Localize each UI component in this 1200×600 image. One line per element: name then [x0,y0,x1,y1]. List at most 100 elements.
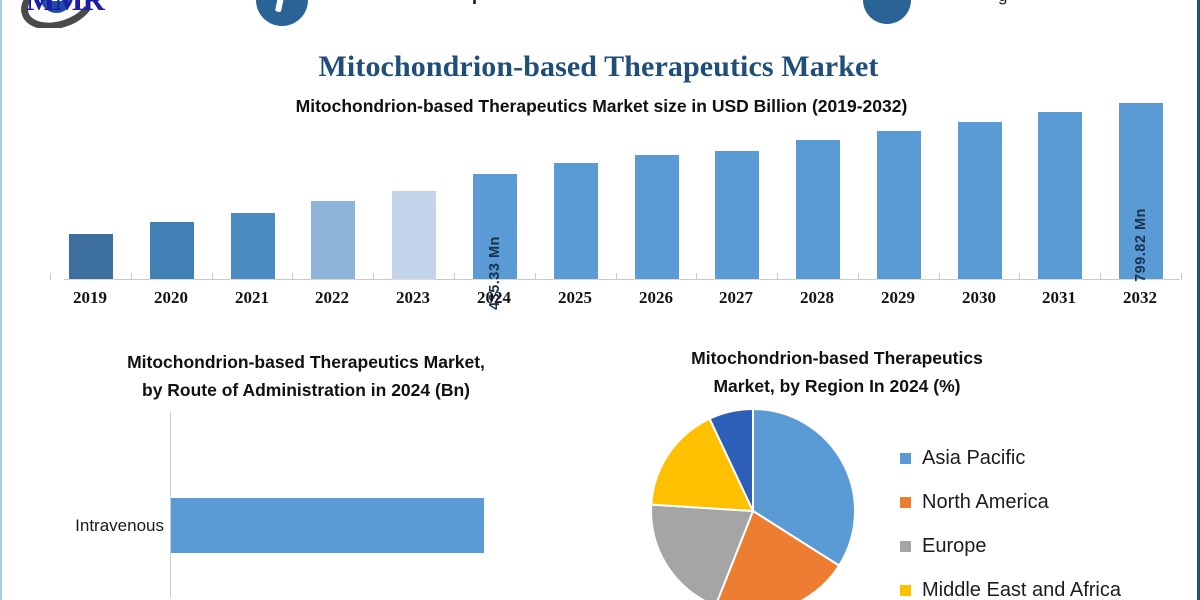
bar-column [696,119,777,279]
page-title: Mitochondrion-based Therapeutics Market [318,50,879,83]
legend-item[interactable]: Europe [900,524,1190,568]
bar-2020 [149,222,194,279]
legend-item[interactable]: Middle East and Africa [900,568,1190,600]
legend-label: North America [922,490,1049,513]
bar-chart-plot-area: 435.33 Mn 799.82 Mn [50,103,1182,310]
legend-swatch-icon [900,496,911,508]
x-axis-label-2031: 2031 [1042,288,1076,307]
bar-column [939,119,1020,279]
legend-swatch-icon [900,540,911,552]
x-axis-label-2025: 2025 [558,288,592,307]
bar-2022 [310,201,355,279]
x-tick [131,273,132,280]
bar-2028 [795,140,840,279]
legend-label: Middle East and Africa [922,578,1121,600]
bar-column [292,119,373,279]
x-tick [1019,273,1020,280]
pie-slice-europe [650,503,755,600]
x-axis-label-2020: 2020 [154,288,188,307]
pie-slice-middle-east-and-africa [650,417,755,513]
legend-item[interactable]: North America [900,480,1190,524]
legend-label: Asia Pacific [922,446,1026,469]
bar-column [212,119,293,279]
bar-column [50,119,131,279]
region-pie-legend: Asia Pacific North America Europe Middle Ea… [900,436,1190,600]
bar-column [131,119,212,279]
bar-2026 [634,155,679,279]
route-chart-axis-line [170,412,171,598]
bar-column [373,119,454,279]
region-pie-graphic [650,408,856,600]
bar-2030 [957,122,1002,279]
header-badge-icon [256,0,308,26]
bar-column: 435.33 Mn [454,119,535,310]
bar-2024: 435.33 Mn [472,174,517,310]
bar-chart-x-axis-labels: 2019 2020 2021 2022 2023 2024 2025 2026 2027 2028… [50,288,1181,316]
route-of-administration-chart: Mitochondrion-based Therapeutics Market,… [10,340,602,598]
x-tick [858,273,859,280]
route-chart-bar-intravenous [171,498,484,553]
x-tick [696,273,697,280]
pie-slice-north-america [716,509,841,600]
bar-2023 [391,191,436,279]
route-chart-title-line1: Mitochondrion-based Therapeutics Market, [127,352,485,372]
header-right-fragment: g [998,0,1007,6]
bar-2019 [68,234,113,279]
bar-2031 [1037,112,1082,279]
x-axis-label-2024: 2024 [477,288,511,307]
x-axis-label-2028: 2028 [800,288,834,307]
bar-value-label-2032: 799.82 Mn [1132,208,1149,282]
x-axis-label-2029: 2029 [881,288,915,307]
x-tick [373,273,374,280]
route-chart-title: Mitochondrion-based Therapeutics Market,… [10,348,602,404]
x-axis-label-2021: 2021 [235,288,269,307]
x-tick [292,273,293,280]
bar-column: 799.82 Mn [1100,103,1181,282]
x-tick [535,273,536,280]
pie-svg [650,408,856,600]
bar-2027 [714,151,759,279]
bar-column [777,119,858,279]
header-badge-secondary-icon [863,0,911,24]
bar-2021 [230,213,275,279]
legend-label: Europe [922,534,987,557]
route-chart-plot-area: Intravenous [10,412,602,598]
x-tick [939,273,940,280]
x-tick [777,273,778,280]
legend-swatch-icon [900,584,911,596]
bar-column [616,119,697,279]
region-chart-title-line1: Mitochondrion-based Therapeutics [691,348,983,368]
x-tick [454,273,455,280]
bar-column [1019,112,1100,279]
x-tick [616,273,617,280]
x-axis-label-2030: 2030 [962,288,996,307]
bar-column [858,119,939,279]
x-axis-label-2032: 2032 [1123,288,1157,307]
bar-2025 [553,163,598,279]
mmr-logo-text: MMR [26,0,105,18]
region-chart-title-line2: Market, by Region In 2024 (%) [713,376,961,396]
x-tick [1100,273,1101,280]
x-tick [1181,273,1182,280]
bar-2029 [876,131,921,279]
x-axis-label-2026: 2026 [639,288,673,307]
x-axis-label-2019: 2019 [73,288,107,307]
x-axis-label-2022: 2022 [315,288,349,307]
header-headline: based Therapeutics Market in 2024. [360,0,830,6]
bar-chart-title: Mitochondrion-based Therapeutics Market … [295,96,908,116]
bar-chart-axis-line [64,279,1179,280]
route-chart-category-label: Intravenous [75,516,164,535]
legend-swatch-icon [900,452,911,464]
x-tick [212,273,213,280]
pie-slice-south-america [708,408,754,512]
region-share-chart: Mitochondrion-based Therapeutics Market,… [602,340,1195,600]
globe-icon [40,0,73,13]
x-tick [50,273,51,280]
route-chart-title-line2: by Route of Administration in 2024 (Bn) [142,380,470,400]
bar-2032: 799.82 Mn [1118,103,1163,282]
market-size-bar-chart: Mitochondrion-based Therapeutics Market … [10,96,1193,326]
legend-item[interactable]: Asia Pacific [900,436,1190,480]
x-axis-label-2027: 2027 [719,288,753,307]
region-chart-title: Mitochondrion-based Therapeutics Market,… [602,344,1072,400]
